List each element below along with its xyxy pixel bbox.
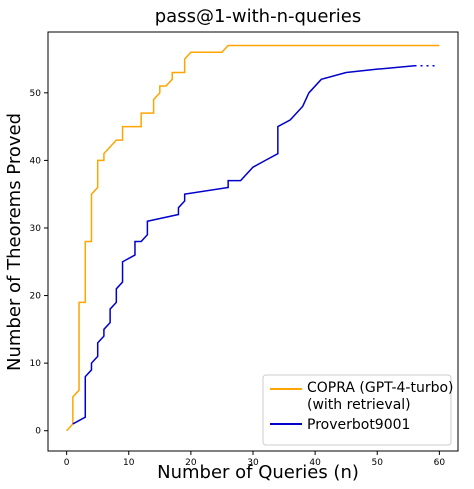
legend-box	[262, 374, 452, 446]
x-axis: 0 10 20 30 40 50 60	[64, 451, 446, 468]
chart-title: pass@1-with-n-queries	[155, 6, 362, 27]
y-tick-label: 30	[30, 224, 42, 234]
legend: COPRA (GPT-4-turbo) (with retrieval) Pro…	[262, 374, 454, 446]
series-layer	[66, 44, 440, 432]
x-axis-label: Number of Queries (n)	[157, 462, 359, 483]
y-axis-label: Number of Theorems Proved	[4, 113, 25, 371]
x-tick-label: 30	[247, 458, 259, 468]
x-tick-label: 50	[372, 458, 384, 468]
x-tick-label: 40	[309, 458, 321, 468]
x-tick-label: 60	[434, 458, 446, 468]
x-tick-label: 0	[64, 458, 70, 468]
y-tick-label: 0	[35, 427, 41, 437]
y-tick-label: 10	[30, 359, 42, 369]
x-tick-label: 20	[185, 458, 197, 468]
y-axis: 0 10 20 30 40 50	[30, 89, 48, 437]
series-line-copra	[66, 44, 440, 432]
y-tick-label: 40	[30, 156, 42, 166]
y-tick-label: 20	[30, 292, 42, 302]
legend-label-copra-line-2: (with retrieval)	[307, 397, 411, 413]
legend-label-copra-line-1: COPRA (GPT-4-turbo)	[307, 380, 454, 396]
series-line-proverbot	[72, 65, 415, 425]
x-tick-label: 10	[123, 458, 135, 468]
y-tick-label: 50	[30, 89, 42, 99]
legend-label-proverbot: Proverbot9001	[307, 417, 410, 433]
